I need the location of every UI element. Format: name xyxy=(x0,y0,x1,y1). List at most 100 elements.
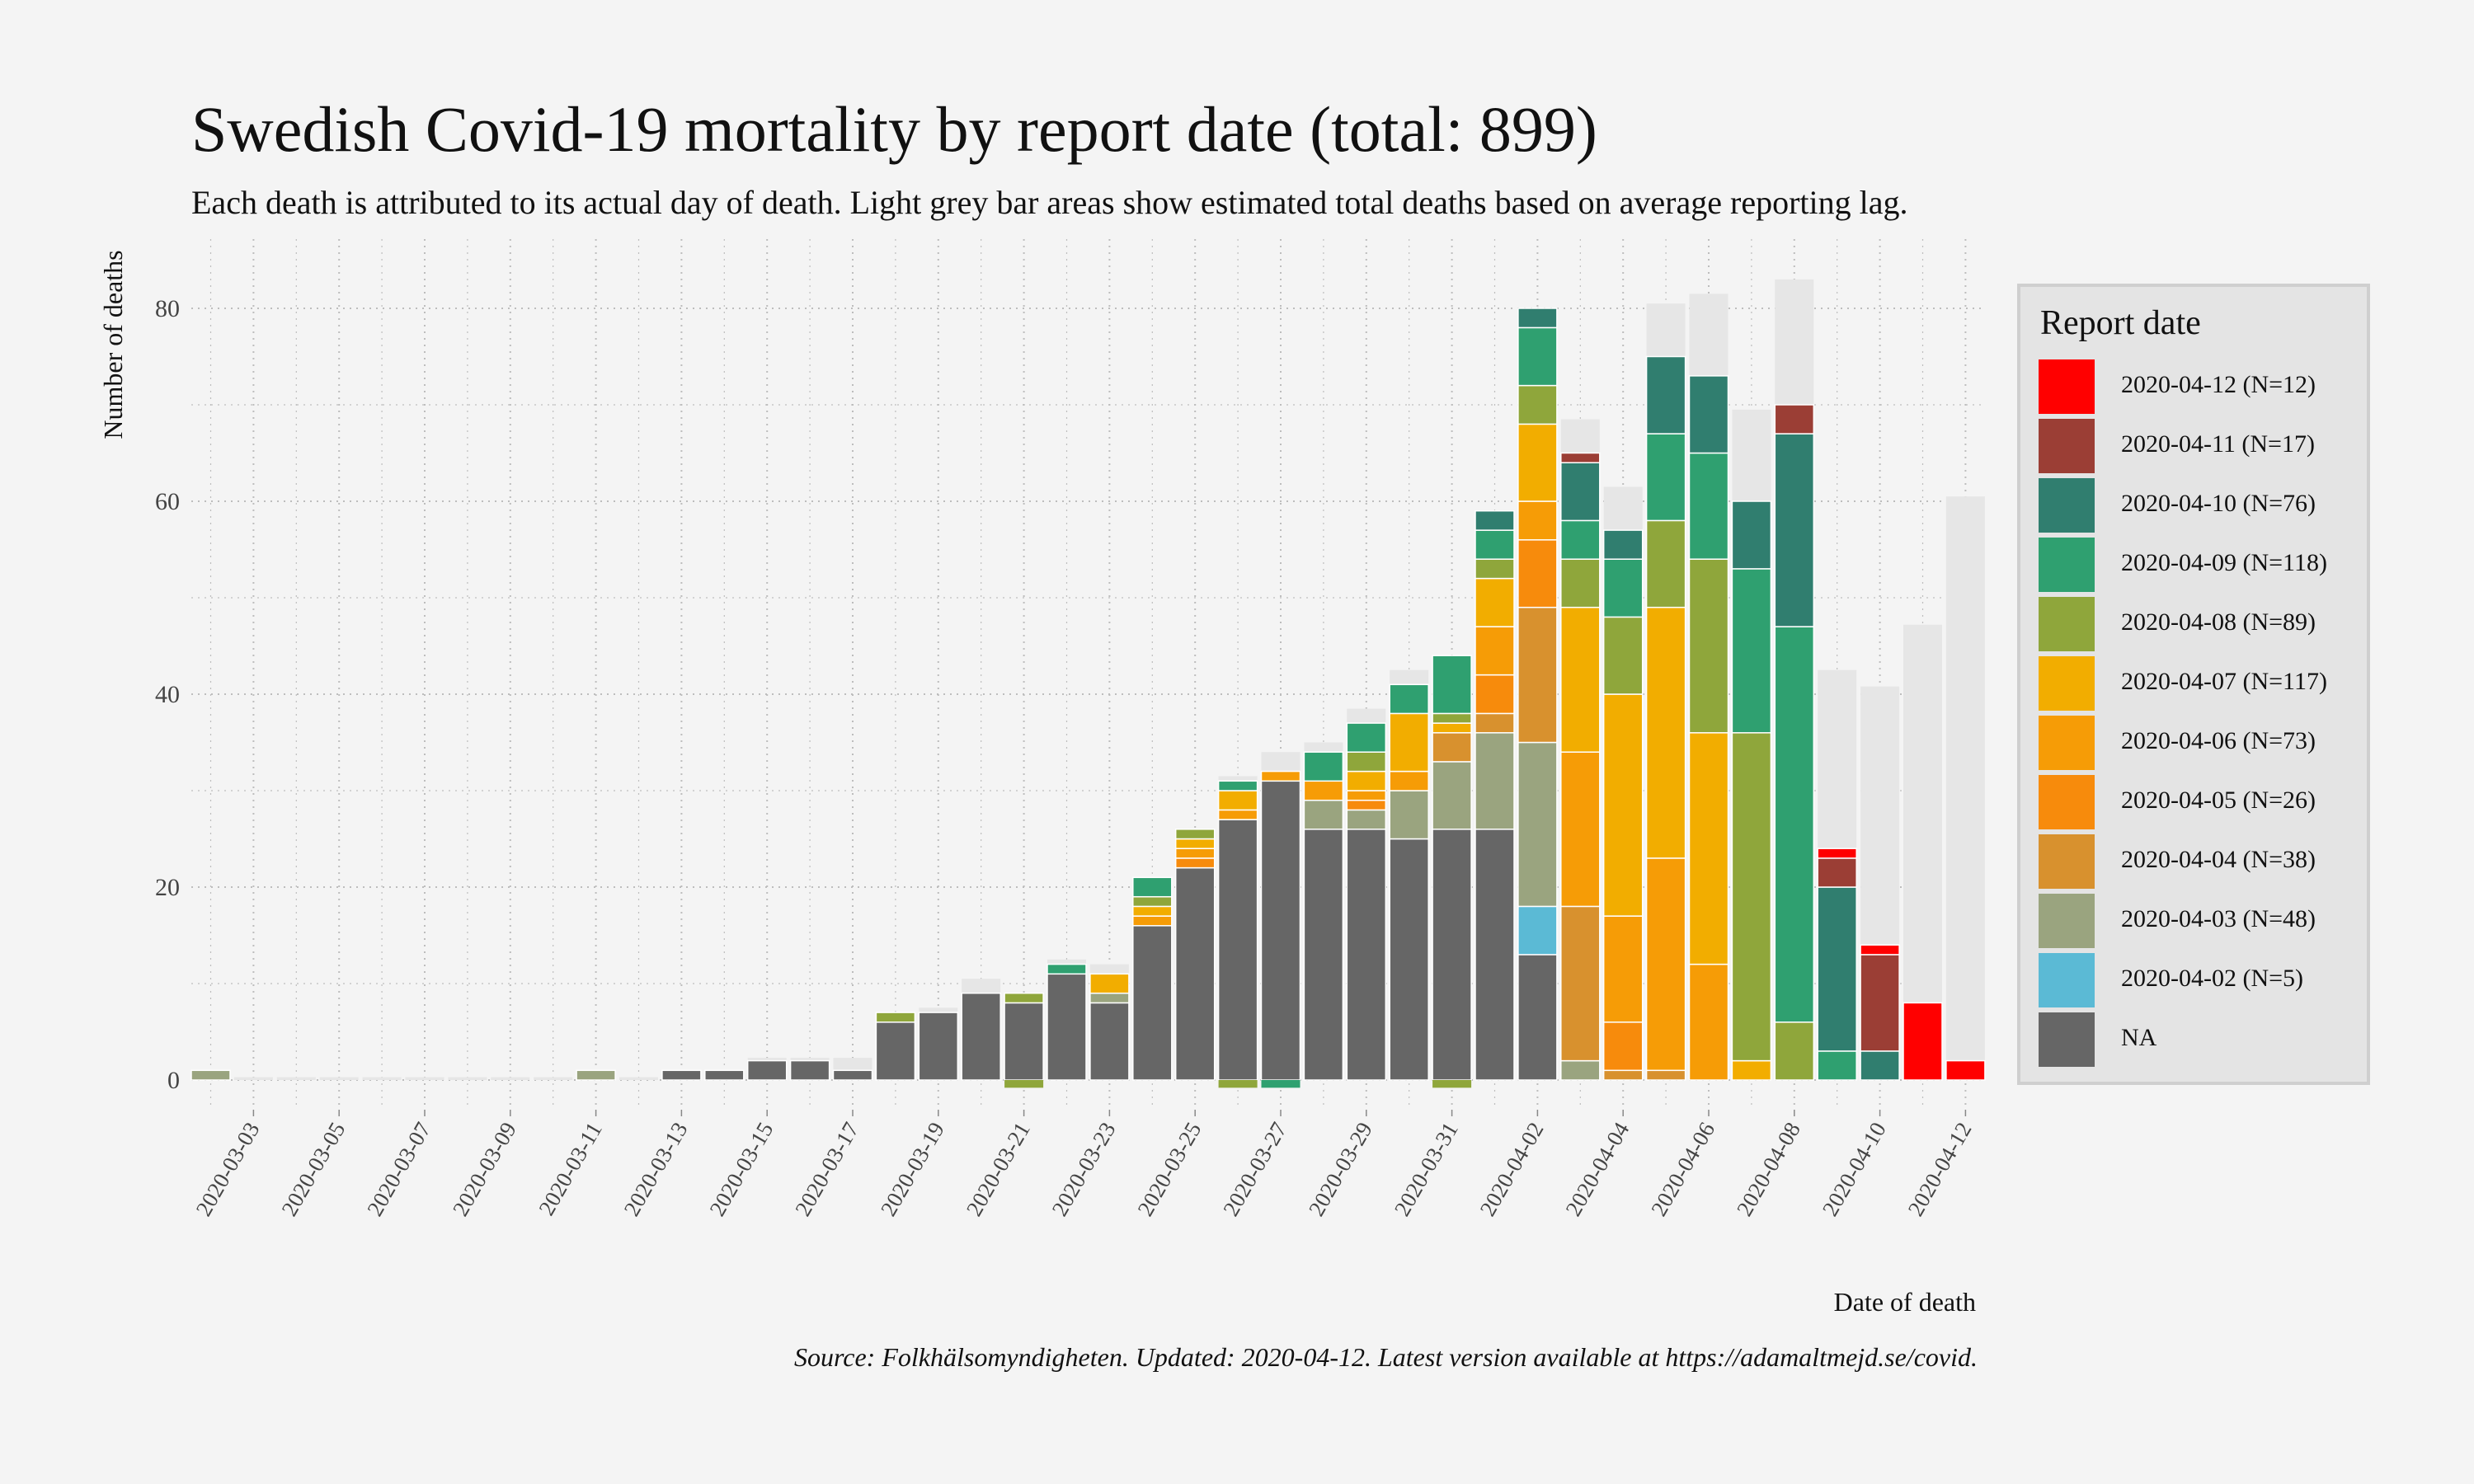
bar-segment xyxy=(1004,1002,1044,1081)
bar-segment xyxy=(1731,568,1772,734)
bar-segment xyxy=(1089,973,1130,994)
bar-segment xyxy=(1860,944,1900,956)
x-tick-label: 2020-03-23 xyxy=(1047,1118,1121,1220)
legend-label: 2020-04-09 (N=118) xyxy=(2121,549,2327,576)
x-tick-label: 2020-03-17 xyxy=(790,1118,863,1220)
x-tick-label: 2020-03-29 xyxy=(1304,1118,1377,1220)
bar-segment xyxy=(1475,558,1515,580)
data-bars xyxy=(190,308,1986,1088)
bar-segment xyxy=(1174,866,1216,1081)
bar-segment xyxy=(1774,626,1815,1023)
legend-swatch xyxy=(2039,538,2095,592)
bar-segment xyxy=(1688,452,1729,560)
bar-segment xyxy=(1346,799,1387,811)
bar-segment xyxy=(1645,857,1686,1072)
bar-segment xyxy=(1346,722,1387,753)
bar-segment xyxy=(1346,809,1387,830)
bar-segment xyxy=(961,992,1001,1081)
y-axis-title: Number of deaths xyxy=(98,250,128,439)
bar-segment xyxy=(1774,404,1815,434)
bar-segment xyxy=(918,1012,959,1081)
x-tick-label: 2020-03-21 xyxy=(962,1118,1035,1220)
estimate-bar xyxy=(448,1077,487,1080)
bar-segment xyxy=(1560,519,1601,560)
bar-segment xyxy=(1645,606,1686,859)
bar-segment xyxy=(1132,876,1173,898)
x-tick-label: 2020-03-31 xyxy=(1390,1118,1463,1220)
legend-swatch xyxy=(2039,419,2095,473)
bar-segment xyxy=(1432,712,1472,724)
bar-segment xyxy=(1817,857,1857,888)
bar-segment xyxy=(1174,848,1216,859)
legend-item: 2020-04-10 (N=76) xyxy=(2039,478,2360,533)
bar-segment xyxy=(1432,722,1472,734)
bar-segment xyxy=(1217,809,1258,820)
bar-segment xyxy=(1517,423,1558,502)
estimate-bar xyxy=(319,1077,359,1080)
bar-segment xyxy=(1132,905,1173,917)
source-caption: Source: Folkhälsomyndigheten. Updated: 2… xyxy=(794,1342,1978,1372)
bar-segment xyxy=(1517,905,1558,956)
bar-segment xyxy=(1560,751,1601,908)
bar-segment xyxy=(1560,558,1601,608)
bar-segment xyxy=(1602,558,1644,618)
bar-segment xyxy=(1432,655,1472,715)
bar-segment xyxy=(1303,829,1344,1081)
bar-segment xyxy=(1389,683,1429,715)
legend-swatch xyxy=(2039,775,2095,829)
bar-segment xyxy=(1475,577,1515,627)
legend-swatch xyxy=(2039,478,2095,533)
x-tick-label: 2020-03-07 xyxy=(362,1118,435,1220)
bar-segment xyxy=(1560,1059,1601,1081)
bar-segment xyxy=(1602,529,1644,560)
bar-segment xyxy=(875,1021,916,1081)
bar-segment xyxy=(1731,500,1772,570)
bar-segment xyxy=(1517,539,1558,608)
x-tick-label: 2020-04-08 xyxy=(1732,1118,1805,1220)
bar-segment xyxy=(1560,905,1601,1062)
legend-swatch xyxy=(2039,834,2095,889)
legend-swatch xyxy=(2039,359,2095,414)
legend: Report date 2020-04-12 (N=12) 2020-04-11 … xyxy=(2017,284,2370,1085)
legend-label: 2020-04-04 (N=38) xyxy=(2121,846,2316,873)
bar-segment xyxy=(576,1069,616,1081)
legend-label: 2020-04-05 (N=26) xyxy=(2121,787,2316,814)
bar-segment xyxy=(1174,829,1216,840)
bar-segment xyxy=(1303,799,1344,830)
bar-segment xyxy=(1645,355,1686,434)
bar-segment xyxy=(1432,761,1472,830)
bar-segment xyxy=(1389,790,1429,840)
legend-item: 2020-04-06 (N=73) xyxy=(2039,716,2360,770)
bar-segment xyxy=(1475,732,1515,830)
legend-label: NA xyxy=(2121,1024,2157,1051)
bar-segment xyxy=(1132,915,1173,927)
legend-label: 2020-04-03 (N=48) xyxy=(2121,905,2316,932)
bar-segment xyxy=(1602,616,1644,695)
legend-item: 2020-04-08 (N=89) xyxy=(2039,597,2360,651)
bar-segment xyxy=(1346,829,1387,1081)
bar-segment xyxy=(1517,500,1558,541)
bar-segment xyxy=(1475,829,1515,1081)
bar-segment xyxy=(1860,954,1900,1052)
y-tick-label: 20 xyxy=(155,874,180,901)
bar-segment xyxy=(1389,770,1429,791)
x-tick-label: 2020-04-10 xyxy=(1818,1118,1891,1220)
estimate-bar xyxy=(276,1077,316,1080)
legend-label: 2020-04-02 (N=5) xyxy=(2121,965,2304,992)
bar-segment xyxy=(1903,1002,1943,1081)
bar-segment xyxy=(1303,780,1344,801)
bar-segment-negative xyxy=(1218,1080,1258,1088)
legend-item: 2020-04-04 (N=38) xyxy=(2039,834,2360,889)
x-tick-label: 2020-03-25 xyxy=(1132,1118,1206,1220)
legend-label: 2020-04-11 (N=17) xyxy=(2121,430,2315,458)
legend-label: 2020-04-12 (N=12) xyxy=(2121,371,2316,398)
bar-segment xyxy=(1688,558,1729,734)
legend-item: 2020-04-09 (N=118) xyxy=(2039,538,2360,592)
bar-segment xyxy=(1517,326,1558,387)
bar-segment xyxy=(1475,529,1515,560)
x-tick-label: 2020-03-27 xyxy=(1218,1118,1291,1220)
legend-item: 2020-04-07 (N=117) xyxy=(2039,656,2360,711)
x-tick-label: 2020-03-15 xyxy=(704,1118,778,1220)
bar-segment xyxy=(1517,741,1558,908)
bar-segment xyxy=(1389,712,1429,773)
